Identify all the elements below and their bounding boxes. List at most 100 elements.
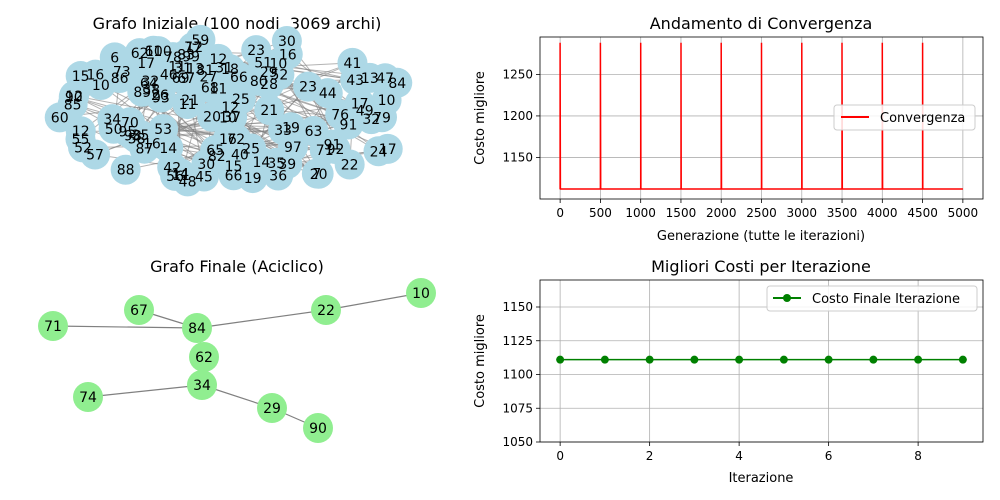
iteration-costs-axes-frame xyxy=(539,279,984,443)
iter-xtick-label: 0 xyxy=(556,449,564,463)
initial-graph-node-label: 69 xyxy=(172,71,190,87)
initial-graph-node-label: 10 xyxy=(378,93,396,109)
initial-graph-node-label: 30 xyxy=(278,34,296,50)
initial-graph-node-label: 40 xyxy=(231,148,249,164)
conv-xtick-label: 500 xyxy=(589,206,612,220)
initial-graph-node xyxy=(125,120,156,151)
initial-graph-node-label: 29 xyxy=(260,65,278,81)
initial-graph-node-label: 16 xyxy=(143,137,161,153)
initial-graph-node-label: 10 xyxy=(219,110,237,126)
initial-graph-node-label: 23 xyxy=(299,80,317,96)
initial-graph-node xyxy=(203,43,234,74)
final-graph-node xyxy=(303,413,333,443)
iter-xtick-label: 6 xyxy=(825,449,833,463)
initial-graph-node-label: 23 xyxy=(247,43,265,59)
conv-xtick-label: 1000 xyxy=(625,206,656,220)
iter-ytick-label: 1125 xyxy=(502,334,533,348)
initial-graph-node-label: 14 xyxy=(253,155,271,171)
initial-graph-node-label: 25 xyxy=(232,92,250,108)
conv-xtick-label: 3500 xyxy=(827,206,858,220)
final-graph-node xyxy=(182,313,212,343)
initial-graph-node xyxy=(165,158,196,189)
initial-graph-node-label: 70 xyxy=(121,115,139,131)
iter-ytick-label: 1050 xyxy=(502,435,533,449)
initial-graph-node-label: 24 xyxy=(370,144,388,160)
initial-graph-node-label: 99 xyxy=(182,49,200,65)
initial-graph-node-label: 12 xyxy=(65,89,83,105)
initial-graph-node-label: 36 xyxy=(269,168,287,184)
initial-graph-node-label: 45 xyxy=(195,170,213,186)
conv-ytick-label: 1250 xyxy=(502,67,533,81)
final-graph-node xyxy=(406,278,436,308)
initial-graph-node-label: 30 xyxy=(197,157,215,173)
final-graph-node xyxy=(124,295,154,325)
initial-graph-node-label: 55 xyxy=(72,132,90,148)
final-graph-nodes: 10 22 84 67 71 62 34 74 29 90 xyxy=(38,278,436,443)
conv-xtick-label: 3000 xyxy=(786,206,817,220)
initial-graph-node-label: 84 xyxy=(388,76,406,92)
iteration-costs-markers xyxy=(556,355,967,364)
initial-graph-node-label: 33 xyxy=(274,123,292,139)
iter-ytick-label: 1075 xyxy=(502,401,533,415)
iter-marker xyxy=(958,355,967,364)
iteration-costs-legend: Costo Finale Iterazione xyxy=(766,285,978,312)
initial-graph-node-label: 7 xyxy=(312,167,321,183)
initial-graph-node-label: 42 xyxy=(163,160,181,176)
initial-graph-node-label: 97 xyxy=(284,140,302,156)
initial-graph-node-label: 66 xyxy=(230,70,248,86)
iter-marker xyxy=(645,355,654,364)
convergence-xlabel: Generazione (tutte le iterazioni) xyxy=(657,229,865,244)
iter-xtick-label: 8 xyxy=(914,449,922,463)
initial-graph-node-label: 52 xyxy=(74,140,92,156)
initial-graph-node-label: 11 xyxy=(168,59,186,75)
conv-xtick-label: 4500 xyxy=(907,206,938,220)
initial-graph-node-label: 22 xyxy=(341,158,359,174)
initial-graph-node-label: 46 xyxy=(160,67,178,83)
initial-graph-node-label: 49 xyxy=(356,104,374,120)
iteration-costs-ylabel: Costo migliore xyxy=(473,314,488,408)
initial-graph-node-label: 11 xyxy=(179,97,197,113)
convergence-plot: 0 500 1000 1500 2000 2500 3000 3500 4000 4500 5000… xyxy=(473,36,984,244)
final-graph-node-label: 34 xyxy=(193,378,211,394)
initial-graph-node-label: 25 xyxy=(242,142,260,158)
initial-graph-node-label: 39 xyxy=(278,157,296,173)
initial-graph-node-label: 58 xyxy=(128,131,146,147)
final-graph: 10 22 84 67 71 62 34 74 29 90 xyxy=(38,278,436,443)
initial-graph-node-label: 15 xyxy=(225,159,243,175)
initial-graph-node-label: 89 xyxy=(133,85,151,101)
final-graph-node xyxy=(311,295,341,325)
initial-graph-node xyxy=(354,62,385,93)
initial-graph-node-label: 53 xyxy=(154,122,172,138)
initial-graph-node-label: 41 xyxy=(344,56,362,72)
iter-ytick-label: 1100 xyxy=(502,368,533,382)
initial-graph-edge xyxy=(73,96,229,140)
initial-graph-node-label: 86 xyxy=(111,71,129,87)
conv-xtick-label: 2000 xyxy=(706,206,737,220)
initial-graph-node-label: 48 xyxy=(179,174,197,190)
initial-graph-node-label: 21 xyxy=(181,93,199,109)
initial-graph-node-label: 17 xyxy=(379,142,397,158)
final-graph-node xyxy=(73,382,103,412)
initial-graph-node-label: 81 xyxy=(196,63,214,79)
initial-graph-node xyxy=(272,148,303,179)
initial-graph-node-label: 63 xyxy=(305,124,323,140)
final-graph-edge xyxy=(325,292,422,311)
initial-graph-node-label: 60 xyxy=(51,110,69,126)
iteration-costs-legend-box xyxy=(766,285,978,312)
initial-graph-node xyxy=(65,116,96,147)
initial-graph-node xyxy=(225,84,256,115)
initial-graph-node-label: 72 xyxy=(227,132,245,148)
iter-marker xyxy=(556,355,565,364)
iteration-costs-legend-label: Costo Finale Iterazione xyxy=(812,292,960,307)
final-graph-node xyxy=(257,393,287,423)
initial-graph-node-label: 17 xyxy=(137,56,155,72)
initial-graph-node-label: 66 xyxy=(225,168,243,184)
initial-graph-node-label: 26 xyxy=(151,88,169,104)
iter-xtick-label: 2 xyxy=(646,449,654,463)
initial-graph-node-label: 16 xyxy=(86,68,104,84)
initial-graph-node-label: 27 xyxy=(200,70,218,86)
initial-graph-node xyxy=(153,132,184,163)
initial-graph-node-label: 64 xyxy=(140,76,158,92)
initial-graph-node xyxy=(57,89,88,120)
